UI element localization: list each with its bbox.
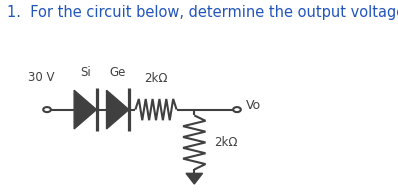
Polygon shape (74, 90, 96, 129)
Text: 2kΩ: 2kΩ (214, 136, 238, 149)
Text: 30 V: 30 V (28, 72, 55, 84)
Text: Ge: Ge (109, 66, 126, 79)
Text: 2kΩ: 2kΩ (144, 73, 168, 85)
Text: 1.  For the circuit below, determine the output voltage.: 1. For the circuit below, determine the … (7, 5, 398, 20)
Polygon shape (107, 90, 129, 129)
Text: Vo: Vo (246, 99, 261, 112)
Text: Si: Si (80, 66, 91, 79)
Polygon shape (186, 173, 203, 184)
